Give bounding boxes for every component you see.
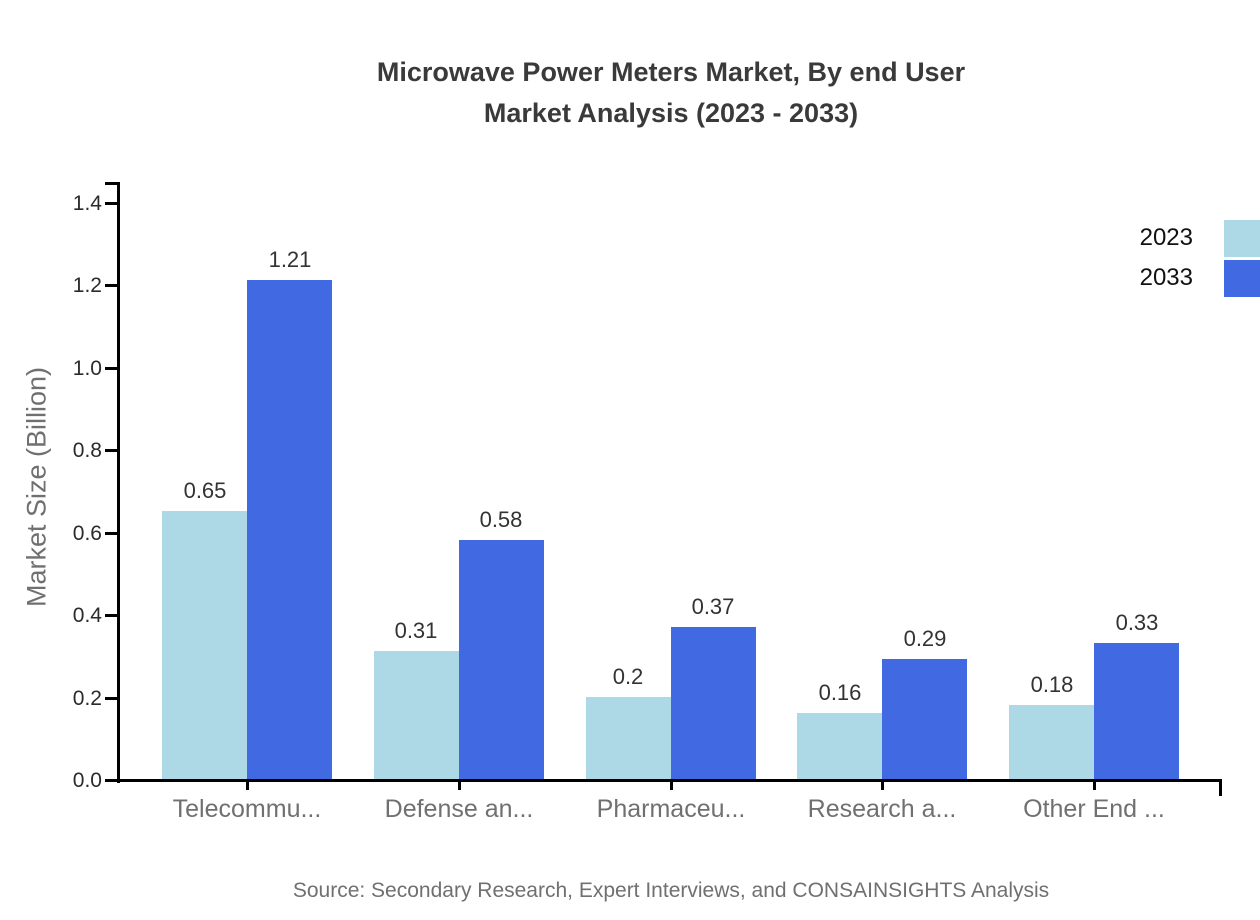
value-label-2023-2: 0.31 [394,618,438,643]
x-axis-end-cap [1219,779,1222,796]
chart-title: Microwave Power Meters Market, By end Us… [120,52,1222,134]
x-category-label-4: Research a... [807,795,957,823]
y-tick-label-1.4: 1.4 [72,192,102,215]
legend-swatch-2033 [1224,260,1260,297]
y-tick-0.6 [105,532,120,535]
value-label-2033-2: 0.58 [479,507,523,532]
legend-label-2033: 2033 [1139,264,1193,291]
legend-label-2023: 2023 [1139,224,1193,251]
bar-2033-1 [247,280,332,779]
y-tick-label-0.4: 0.4 [72,604,102,627]
bar-2033-2 [459,540,544,779]
value-label-2033-1: 1.21 [268,247,312,272]
value-label-2023-3: 0.2 [612,664,644,689]
value-label-2033-5: 0.33 [1115,610,1159,635]
source-text: Source: Secondary Research, Expert Inter… [292,879,1050,902]
y-tick-0.4 [105,614,120,617]
bar-2023-3 [586,697,671,779]
x-tick-4 [881,782,884,790]
y-tick-label-1.2: 1.2 [72,274,102,297]
legend-item-2023[interactable]: 2023 [1080,219,1260,258]
x-category-label-5: Other End ... [1023,795,1165,823]
y-tick-label-0.6: 0.6 [72,522,102,545]
y-tick-0.8 [105,449,120,452]
x-category-label-3: Pharmaceu... [596,795,746,823]
bar-2033-3 [671,627,756,779]
value-label-2033-3: 0.37 [691,594,735,619]
x-tick-3 [670,782,673,790]
bar-2023-5 [1009,705,1094,779]
bar-2023-2 [374,651,459,779]
value-label-2023-1: 0.65 [183,478,227,503]
chart-title-line-2: Market Analysis (2023 - 2033) [483,98,859,128]
x-axis-line [117,779,1222,782]
legend-item-2033[interactable]: 2033 [1080,259,1260,298]
y-tick-label-0.2: 0.2 [72,687,102,710]
x-tick-5 [1093,782,1096,790]
value-label-2023-4: 0.16 [818,680,862,705]
legend-swatch-2023 [1224,220,1260,257]
x-tick-2 [458,782,461,790]
y-tick-label-0.0: 0.0 [72,769,102,792]
y-tick-1.0 [105,367,120,370]
value-label-2033-4: 0.29 [903,626,947,651]
x-category-label-1: Telecommu... [172,795,322,823]
value-label-2023-5: 0.18 [1030,672,1074,697]
bar-2023-4 [797,713,882,779]
y-tick-1.4 [105,202,120,205]
y-axis-end-cap [105,182,120,185]
x-category-label-2: Defense an... [384,795,534,823]
y-tick-0.2 [105,697,120,700]
y-tick-0.0 [105,779,120,782]
bar-2033-5 [1094,643,1179,779]
bar-2023-1 [162,511,247,779]
bar-2033-4 [882,659,967,779]
y-axis-line [117,182,120,783]
chart-title-line-1: Microwave Power Meters Market, By end Us… [376,57,966,87]
y-tick-1.2 [105,284,120,287]
x-tick-1 [246,782,249,790]
y-tick-label-1.0: 1.0 [72,357,102,380]
y-tick-label-0.8: 0.8 [72,439,102,462]
